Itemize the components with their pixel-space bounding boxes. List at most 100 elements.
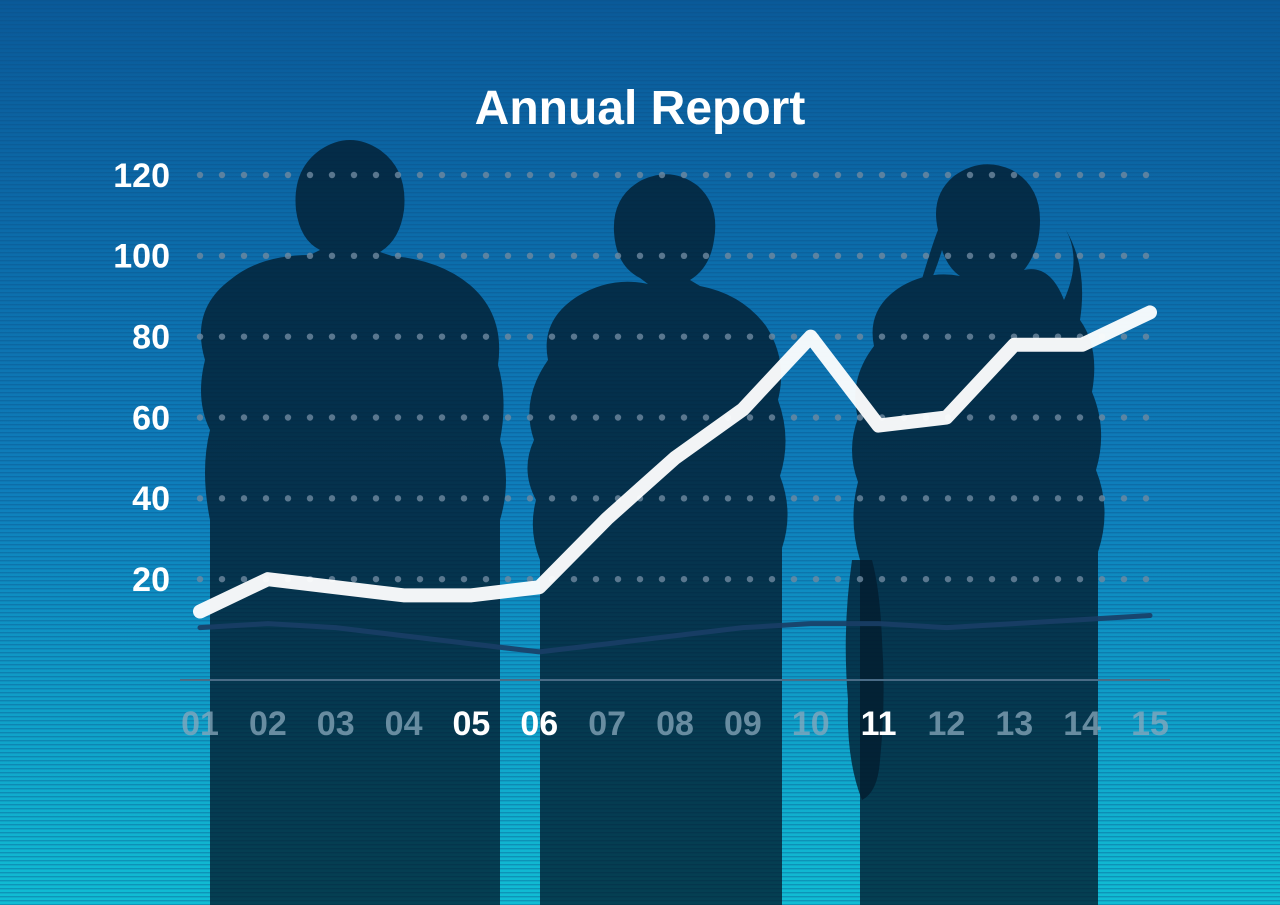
grid-dot bbox=[857, 253, 863, 259]
grid-dot bbox=[395, 576, 401, 582]
x-category-label: 03 bbox=[317, 705, 355, 743]
grid-dot bbox=[1033, 172, 1039, 178]
grid-dot bbox=[285, 253, 291, 259]
chart-title: Annual Report bbox=[0, 81, 1280, 136]
grid-dot bbox=[593, 576, 599, 582]
grid-dot bbox=[923, 333, 929, 339]
grid-dot bbox=[835, 495, 841, 501]
grid-dot bbox=[857, 495, 863, 501]
grid-dot bbox=[725, 576, 731, 582]
grid-dot bbox=[1011, 414, 1017, 420]
grid-dot bbox=[857, 333, 863, 339]
grid-dot bbox=[1143, 253, 1149, 259]
grid-dot bbox=[989, 253, 995, 259]
grid-dot bbox=[417, 576, 423, 582]
grid-dot bbox=[483, 172, 489, 178]
grid-dot bbox=[769, 333, 775, 339]
grid-dot bbox=[835, 414, 841, 420]
grid-dot bbox=[967, 333, 973, 339]
grid-dot bbox=[989, 414, 995, 420]
x-axis-category-labels: 010203040506070809101112131415 bbox=[181, 705, 1169, 743]
grid-dot bbox=[307, 333, 313, 339]
grid-dot bbox=[923, 576, 929, 582]
grid-dot bbox=[703, 172, 709, 178]
grid-dot bbox=[1121, 253, 1127, 259]
x-category-label: 11 bbox=[861, 705, 897, 743]
grid-dot bbox=[1143, 495, 1149, 501]
grid-dot bbox=[571, 253, 577, 259]
grid-dot bbox=[945, 576, 951, 582]
grid-dot bbox=[351, 172, 357, 178]
grid-dot bbox=[659, 253, 665, 259]
grid-dot bbox=[197, 172, 203, 178]
grid-dot bbox=[1055, 172, 1061, 178]
x-category-label: 14 bbox=[1063, 705, 1101, 743]
grid-dot bbox=[615, 414, 621, 420]
grid-dot bbox=[241, 576, 247, 582]
grid-dot bbox=[373, 172, 379, 178]
grid-dot bbox=[637, 333, 643, 339]
grid-dot bbox=[615, 253, 621, 259]
grid-dot bbox=[527, 495, 533, 501]
grid-dot bbox=[219, 333, 225, 339]
grid-dot bbox=[725, 333, 731, 339]
grid-dot bbox=[241, 495, 247, 501]
grid-dot bbox=[681, 495, 687, 501]
grid-dot bbox=[703, 253, 709, 259]
grid-dot bbox=[879, 495, 885, 501]
grid-dot bbox=[219, 253, 225, 259]
grid-dot bbox=[615, 576, 621, 582]
grid-dot bbox=[505, 414, 511, 420]
grid-dot bbox=[593, 495, 599, 501]
grid-dot bbox=[241, 414, 247, 420]
x-category-label: 01 bbox=[181, 705, 219, 743]
grid-dot bbox=[373, 414, 379, 420]
grid-dot bbox=[1055, 495, 1061, 501]
grid-dot bbox=[307, 172, 313, 178]
grid-dot bbox=[351, 333, 357, 339]
grid-dot bbox=[945, 253, 951, 259]
grid-dot bbox=[263, 414, 269, 420]
grid-dot bbox=[197, 253, 203, 259]
grid-dot bbox=[417, 333, 423, 339]
grid-dot bbox=[593, 333, 599, 339]
grid-dot bbox=[703, 576, 709, 582]
grid-dot bbox=[395, 253, 401, 259]
grid-dot bbox=[439, 576, 445, 582]
grid-dot bbox=[329, 172, 335, 178]
grid-dot bbox=[461, 576, 467, 582]
grid-dot bbox=[835, 576, 841, 582]
y-tick-label: 40 bbox=[132, 480, 170, 518]
grid-dot bbox=[461, 495, 467, 501]
grid-dot bbox=[637, 172, 643, 178]
grid-dot bbox=[967, 414, 973, 420]
grid-dot bbox=[351, 414, 357, 420]
grid-dot bbox=[791, 172, 797, 178]
grid-dot bbox=[439, 414, 445, 420]
grid-dot bbox=[769, 576, 775, 582]
grid-dot bbox=[1099, 495, 1105, 501]
y-tick-label: 80 bbox=[132, 319, 170, 357]
x-category-label: 15 bbox=[1131, 705, 1169, 743]
grid-dot bbox=[615, 172, 621, 178]
grid-dot bbox=[659, 414, 665, 420]
grid-dot bbox=[747, 414, 753, 420]
grid-dot bbox=[879, 576, 885, 582]
grid-dot bbox=[725, 253, 731, 259]
grid-dot bbox=[1055, 253, 1061, 259]
grid-dot bbox=[1143, 172, 1149, 178]
grid-dot bbox=[549, 333, 555, 339]
grid-dot bbox=[791, 576, 797, 582]
grid-dot bbox=[1099, 172, 1105, 178]
grid-dot bbox=[527, 333, 533, 339]
grid-dot bbox=[813, 253, 819, 259]
grid-dot bbox=[197, 414, 203, 420]
grid-dot bbox=[791, 333, 797, 339]
grid-dot bbox=[989, 495, 995, 501]
grid-dot bbox=[461, 172, 467, 178]
grid-dot bbox=[483, 576, 489, 582]
x-category-label: 02 bbox=[249, 705, 287, 743]
grid-dot bbox=[197, 495, 203, 501]
grid-dot bbox=[527, 414, 533, 420]
grid-dot bbox=[263, 253, 269, 259]
